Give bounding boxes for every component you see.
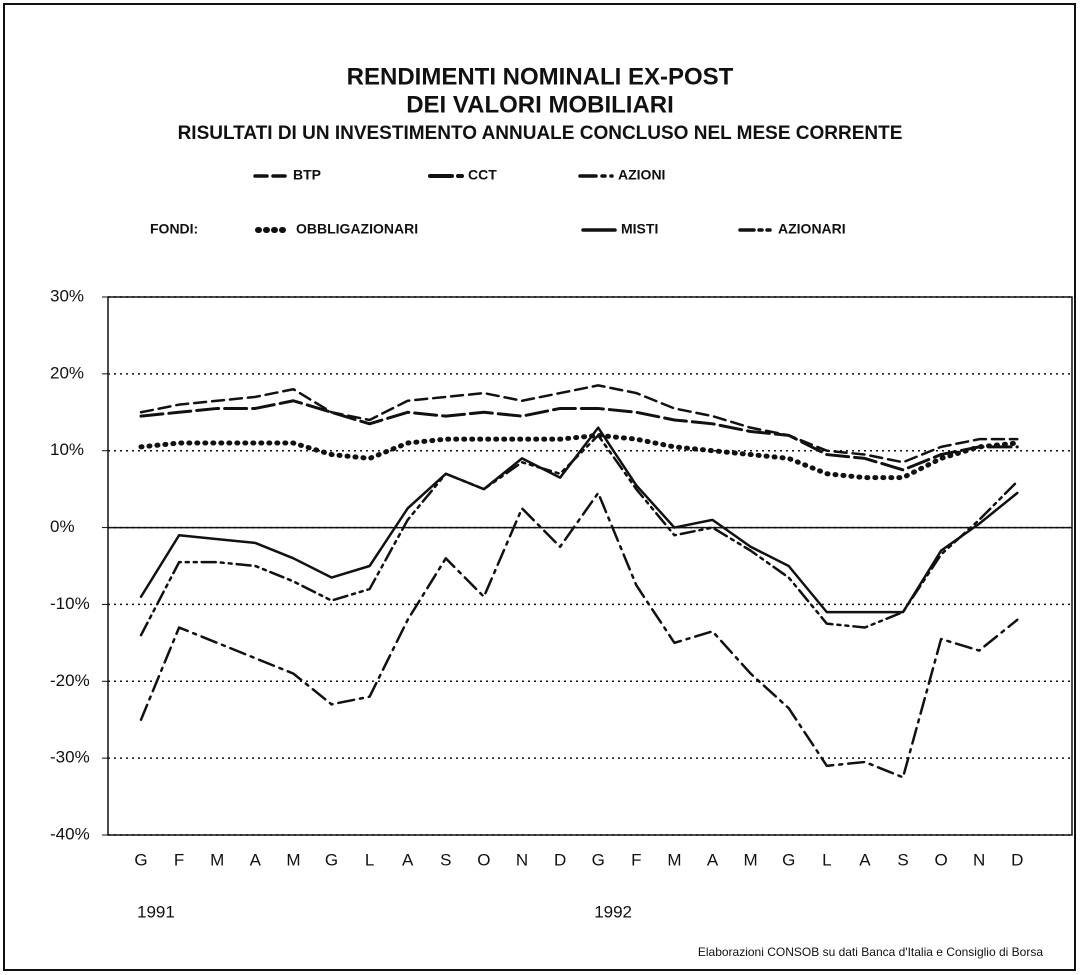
x-tick-label: S xyxy=(440,850,451,869)
x-tick-label: G xyxy=(592,850,605,869)
legend-group-label: FONDI: xyxy=(150,221,198,237)
x-tick-label: D xyxy=(554,850,566,869)
series-line xyxy=(138,432,1020,481)
x-tick-label: O xyxy=(934,850,947,869)
y-tick-label: -10% xyxy=(50,594,90,613)
x-tick-label: M xyxy=(286,850,300,869)
legend-label: AZIONARI xyxy=(778,221,846,237)
x-tick-label: L xyxy=(822,850,831,869)
legend-label: OBBLIGAZIONARI xyxy=(296,221,418,237)
series-line xyxy=(139,426,1019,614)
x-tick-label: G xyxy=(325,850,338,869)
y-tick-label: 30% xyxy=(50,286,84,305)
legend-label: AZIONI xyxy=(618,167,665,183)
series-line xyxy=(139,399,1019,472)
x-tick-label: N xyxy=(973,850,985,869)
x-tick-label: A xyxy=(707,850,719,869)
plot-area xyxy=(107,296,1073,836)
chart-title-line2: DEI VALORI MOBILIARI xyxy=(406,91,674,118)
y-tick-label: -30% xyxy=(50,748,90,767)
x-tick-label: M xyxy=(667,850,681,869)
x-tick-label: M xyxy=(210,850,224,869)
x-tick-label: G xyxy=(782,850,795,869)
series-line xyxy=(139,491,1019,779)
source-note: Elaborazioni CONSOB su dati Banca d'Ital… xyxy=(698,945,1043,959)
series-line xyxy=(139,384,1019,464)
legend-label: MISTI xyxy=(621,221,658,237)
legend-label: CCT xyxy=(468,167,497,183)
x-tick-label: A xyxy=(859,850,871,869)
x-tick-label: G xyxy=(134,850,147,869)
x-tick-label: A xyxy=(250,850,262,869)
x-tick-label: M xyxy=(744,850,758,869)
x-tick-label: S xyxy=(897,850,908,869)
x-tick-label: F xyxy=(631,850,641,869)
x-tick-label: O xyxy=(477,850,490,869)
y-tick-label: -20% xyxy=(50,671,90,690)
year-label: 1992 xyxy=(594,902,632,921)
x-tick-label: D xyxy=(1011,850,1023,869)
x-tick-label: L xyxy=(365,850,374,869)
y-tick-label: 20% xyxy=(50,363,84,382)
y-tick-label: 0% xyxy=(50,517,75,536)
chart-subtitle: RISULTATI DI UN INVESTIMENTO ANNUALE CON… xyxy=(178,123,903,144)
chart-title: RENDIMENTI NOMINALI EX-POST xyxy=(347,63,734,90)
series-line xyxy=(139,434,1019,637)
frame xyxy=(3,3,1076,971)
x-tick-label: A xyxy=(402,850,414,869)
year-label: 1991 xyxy=(137,902,175,921)
x-tick-label: N xyxy=(516,850,528,869)
x-tick-label: F xyxy=(174,850,184,869)
y-tick-label: 10% xyxy=(50,440,84,459)
y-tick-label: -40% xyxy=(50,824,90,843)
legend-label: BTP xyxy=(293,167,321,183)
